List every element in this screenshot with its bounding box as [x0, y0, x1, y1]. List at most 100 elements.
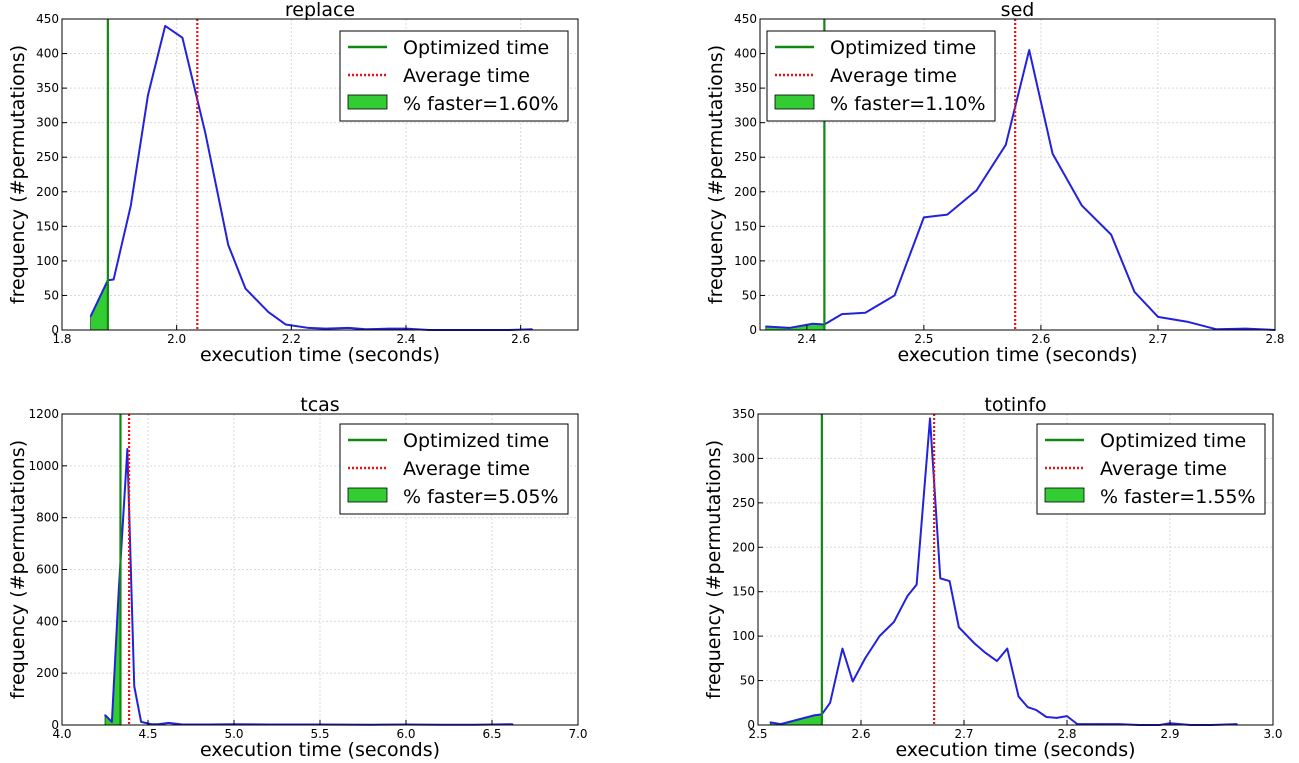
data-point [1006, 647, 1009, 650]
data-point [948, 580, 951, 582]
legend-label-average: Average time [403, 458, 530, 480]
data-point [906, 595, 909, 597]
y-tick-label: 800 [36, 511, 59, 525]
data-point [204, 132, 207, 134]
x-tick-label: 2.8 [1057, 727, 1076, 741]
data-point [958, 626, 960, 629]
data-point [1017, 695, 1020, 698]
data-point [1028, 49, 1031, 51]
data-point [1055, 717, 1058, 719]
legend-label-faster: % faster=1.60% [403, 93, 559, 115]
data-point [111, 721, 113, 723]
legend-label-optimized: Optimized time [403, 37, 549, 59]
data-point [167, 722, 170, 724]
legend-swatch-faster [1044, 487, 1085, 503]
data-point [1066, 715, 1068, 717]
data-point [164, 25, 166, 27]
data-point [1081, 204, 1083, 207]
x-tick-label: 3.0 [1263, 727, 1282, 741]
data-point [1051, 152, 1054, 155]
x-tick-label: 5.0 [224, 727, 243, 741]
plot-frame [759, 18, 1276, 331]
data-point [324, 327, 327, 330]
data-point [267, 311, 270, 313]
legend: Optimized time Average time % faster=1.10% [766, 30, 996, 122]
data-point [112, 278, 115, 281]
data-point [1133, 291, 1136, 293]
y-tick-label: 450 [36, 12, 59, 26]
legend-label-faster: % faster=5.05% [403, 486, 559, 508]
data-point [800, 717, 803, 720]
plot-frame [61, 18, 579, 331]
y-tick-label: 600 [36, 563, 59, 577]
legend: Optimized time Average time % faster=1.55% [1036, 423, 1266, 515]
y-axis-title: frequency (#permutations) [7, 440, 29, 699]
x-tick-label: 2.6 [511, 332, 530, 346]
x-tick-label: 1.8 [52, 332, 71, 346]
y-tick-label: 200 [732, 540, 755, 554]
data-point [1244, 327, 1247, 330]
data-point [864, 311, 867, 314]
data-point [893, 294, 896, 297]
x-tick-label: 2.7 [954, 727, 973, 741]
legend-label-average: Average time [403, 65, 530, 87]
x-axis-title: execution time (seconds) [895, 739, 1135, 761]
x-tick-label: 5.5 [310, 727, 329, 741]
data-point [841, 647, 844, 650]
y-tick-label: 300 [732, 451, 755, 465]
data-point [347, 327, 350, 329]
y-tick-label: 0 [749, 323, 757, 337]
subplot-tcas: 4.0 4.5 5.0 5.5 6.0 6.5 7.0 0 200 400 600 800 1000 12… [7, 394, 588, 761]
legend-label-average: Average time [830, 65, 957, 87]
data-point [89, 315, 92, 317]
chart-title: sed [1001, 0, 1035, 21]
data-point [929, 417, 931, 420]
data-point [923, 216, 925, 219]
data-point [117, 589, 120, 592]
x-tick-label: 4.0 [52, 727, 71, 741]
x-tick-label: 2.6 [851, 727, 870, 741]
data-point [388, 327, 390, 330]
x-axis-title: execution time (seconds) [200, 739, 440, 761]
y-tick-label: 350 [732, 407, 755, 421]
data-point [841, 313, 843, 315]
x-tick-label: 2.4 [396, 332, 415, 346]
data-point [227, 244, 230, 246]
y-tick-label: 150 [734, 219, 757, 233]
x-tick-label: 2.2 [282, 332, 301, 346]
y-tick-label: 50 [44, 288, 59, 302]
data-point [864, 657, 866, 660]
y-tick-label: 200 [734, 185, 757, 199]
legend-label-faster: % faster=1.10% [830, 93, 986, 115]
y-tick-label: 250 [732, 496, 755, 510]
legend-swatch-faster [347, 94, 388, 110]
legend-label-optimized: Optimized time [830, 37, 976, 59]
x-tick-label: 2.9 [1160, 727, 1179, 741]
subplot-sed: 2.4 2.5 2.6 2.7 2.8 0 50 100 150 200 250 300 350 400 4… [705, 0, 1285, 366]
x-tick-label: 2.0 [167, 332, 186, 346]
x-tick-label: 6.0 [396, 727, 415, 741]
y-tick-label: 50 [740, 674, 755, 688]
plot-frame [757, 413, 1274, 726]
data-point [1110, 233, 1112, 236]
legend-label-faster: % faster=1.55% [1100, 486, 1256, 508]
data-point [130, 204, 132, 207]
data-point [147, 94, 149, 96]
data-point [140, 721, 142, 723]
legend-swatch-faster [774, 94, 815, 110]
data-point [126, 448, 129, 450]
legend-label-optimized: Optimized time [403, 430, 549, 452]
data-point [811, 322, 814, 325]
data-point [788, 327, 791, 329]
data-point [1035, 709, 1037, 711]
y-axis-title: frequency (#permutations) [703, 440, 725, 699]
data-point [829, 701, 831, 704]
y-tick-label: 0 [51, 718, 59, 732]
data-point [769, 721, 772, 724]
data-point [893, 621, 895, 623]
x-tick-label: 4.5 [138, 727, 157, 741]
subplot-replace: 1.8 2.0 2.2 2.4 2.6 0 50 100 150 200 250 300 350 400 4… [7, 0, 579, 366]
legend: Optimized time Average time % faster=1.60% [339, 30, 569, 122]
y-tick-label: 400 [36, 614, 59, 628]
y-tick-label: 350 [734, 81, 757, 95]
